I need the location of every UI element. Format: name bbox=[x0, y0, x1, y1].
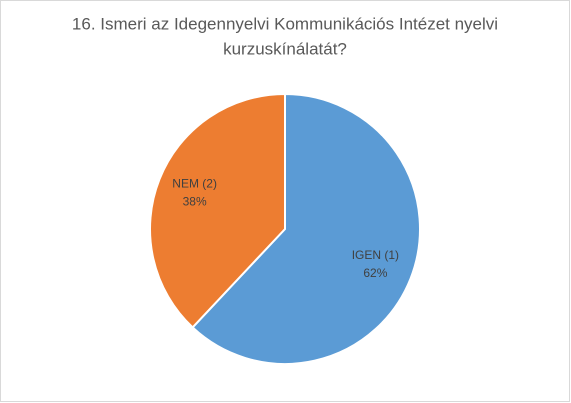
slice-label: IGEN (1) bbox=[352, 248, 399, 262]
value-label: 38% bbox=[183, 194, 207, 208]
pie-slice bbox=[149, 92, 286, 329]
slice-label: NEM (2) bbox=[172, 176, 217, 190]
chart-title: 16. Ismeri az Idegennyelvi Kommunikációs… bbox=[72, 14, 498, 33]
chart-title: kurzuskínálatát? bbox=[223, 39, 347, 58]
value-label: 62% bbox=[363, 266, 387, 280]
pie-slice bbox=[191, 92, 421, 365]
